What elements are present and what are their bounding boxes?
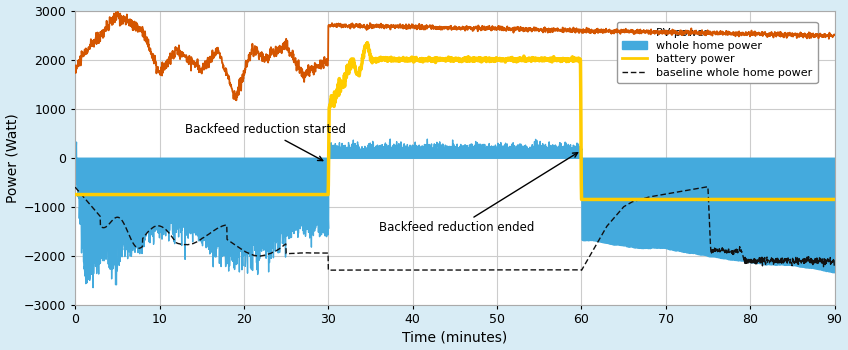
- PV power: [582, 30, 592, 34]
- Legend: PV power, whole home power, battery power, baseline whole home power: PV power, whole home power, battery powe…: [616, 22, 817, 83]
- Line: battery power: battery power: [75, 43, 834, 199]
- Text: Backfeed reduction started: Backfeed reduction started: [185, 123, 346, 161]
- Line: PV power: PV power: [75, 12, 834, 100]
- battery power: [829, 197, 840, 202]
- baseline whole home power: [703, 184, 713, 189]
- baseline whole home power: [87, 205, 98, 209]
- battery power: [362, 41, 372, 45]
- battery power: [469, 59, 479, 63]
- battery power: [112, 193, 122, 197]
- PV power: [70, 63, 81, 68]
- baseline whole home power: [346, 268, 356, 272]
- PV power: [469, 27, 479, 31]
- PV power: [829, 33, 840, 37]
- baseline whole home power: [829, 261, 840, 265]
- baseline whole home power: [577, 268, 587, 272]
- PV power: [268, 47, 278, 51]
- baseline whole home power: [112, 215, 122, 219]
- PV power: [232, 98, 242, 103]
- battery power: [577, 197, 587, 202]
- PV power: [113, 10, 123, 14]
- battery power: [346, 64, 356, 69]
- battery power: [267, 193, 277, 197]
- battery power: [582, 197, 592, 202]
- baseline whole home power: [582, 259, 592, 263]
- PV power: [347, 25, 357, 29]
- Y-axis label: Power (Watt): Power (Watt): [6, 113, 20, 203]
- battery power: [87, 193, 98, 197]
- baseline whole home power: [469, 268, 479, 272]
- Line: baseline whole home power: baseline whole home power: [75, 187, 834, 270]
- Text: Backfeed reduction ended: Backfeed reduction ended: [379, 153, 577, 234]
- battery power: [70, 193, 81, 197]
- baseline whole home power: [267, 250, 277, 254]
- X-axis label: Time (minutes): Time (minutes): [402, 330, 507, 344]
- baseline whole home power: [70, 185, 81, 189]
- PV power: [112, 12, 122, 16]
- PV power: [87, 44, 98, 48]
